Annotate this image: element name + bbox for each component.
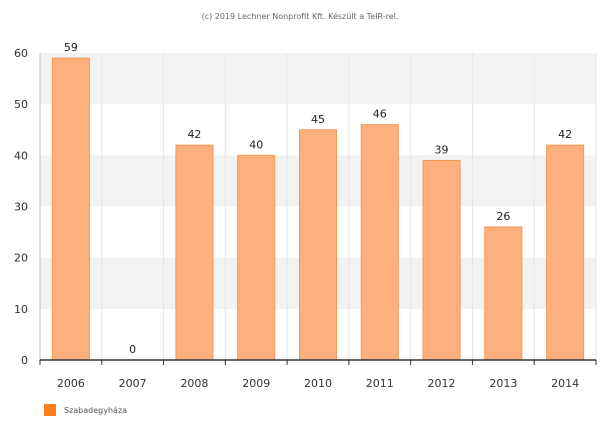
- y-tick-label: 60: [14, 47, 28, 60]
- y-tick-label: 30: [14, 201, 28, 214]
- data-label: 0: [129, 343, 136, 356]
- bar: [51, 57, 90, 361]
- data-label: 26: [496, 210, 510, 223]
- y-tick-label: 0: [21, 354, 28, 367]
- x-tick-label: 2009: [242, 377, 270, 390]
- data-label: 46: [373, 108, 387, 121]
- x-tick-label: 2008: [180, 377, 208, 390]
- legend-swatch: [44, 404, 56, 416]
- x-tick-label: 2014: [551, 377, 579, 390]
- data-label: 59: [64, 41, 78, 54]
- bar: [422, 159, 461, 361]
- y-tick-label: 50: [14, 98, 28, 111]
- data-label: 39: [435, 143, 449, 156]
- x-tick-label: 2007: [119, 377, 147, 390]
- grid-band: [40, 53, 596, 105]
- bar: [484, 226, 523, 361]
- bar: [237, 154, 276, 361]
- x-tick-label: 2006: [57, 377, 85, 390]
- credit-text: (c) 2019 Lechner Nonprofit Kft. Készült …: [201, 12, 399, 21]
- bar: [298, 129, 338, 361]
- data-label: 45: [311, 113, 325, 126]
- legend[interactable]: Szabadegyháza: [44, 404, 127, 416]
- x-tick-label: 2010: [304, 377, 332, 390]
- bar: [546, 144, 585, 361]
- legend-label: Szabadegyháza: [64, 405, 128, 415]
- x-tick-label: 2011: [366, 377, 394, 390]
- x-tick-label: 2013: [489, 377, 517, 390]
- data-label: 42: [187, 128, 201, 141]
- bar: [175, 144, 214, 361]
- y-tick-label: 20: [14, 252, 28, 265]
- data-label: 42: [558, 128, 572, 141]
- y-tick-label: 10: [14, 303, 28, 316]
- bar: [360, 124, 399, 361]
- x-tick-label: 2012: [428, 377, 456, 390]
- y-tick-label: 40: [14, 149, 28, 162]
- data-label: 40: [249, 138, 263, 151]
